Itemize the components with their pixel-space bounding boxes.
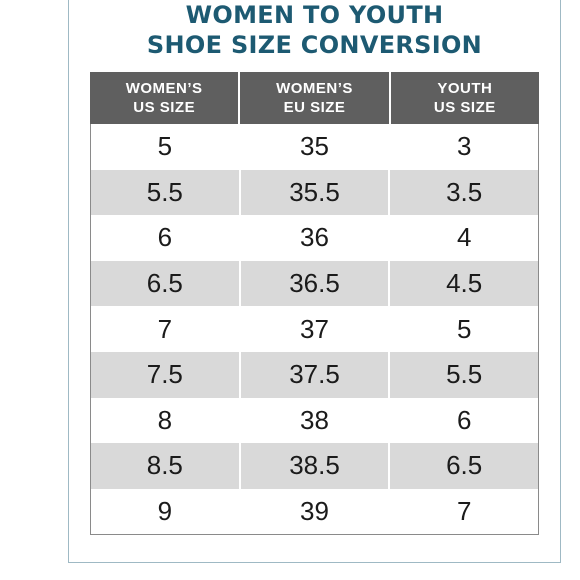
table-cell: 38	[241, 397, 391, 444]
table-cell: 39	[241, 488, 391, 535]
table-cell: 37.5	[241, 351, 391, 398]
table-cell: 5.5	[91, 169, 241, 216]
table-cell: 3	[456, 131, 472, 162]
table-row: 7 37 5	[91, 306, 538, 352]
size-conversion-table: WOMEN’S US SIZE WOMEN’S EU SIZE YOUTH US…	[90, 72, 539, 536]
column-header-line: EU SIZE	[283, 99, 346, 116]
table-cell: 5	[91, 124, 241, 170]
table-cell: 38.5	[241, 443, 391, 489]
table-row: 8.5 38.5 6.5	[91, 443, 538, 489]
column-header-womens-eu: WOMEN’S EU SIZE	[240, 72, 391, 124]
table-cell: 6.5	[91, 260, 241, 307]
column-header-line: US SIZE	[433, 99, 496, 116]
column-header-line: YOUTH	[437, 80, 493, 97]
table-row: 5.5 35.5 3.5	[91, 169, 538, 216]
table-row: 7.5 37.5 5.5	[91, 351, 538, 398]
column-header-womens-us: WOMEN’S US SIZE	[90, 72, 241, 124]
column-header-line: WOMEN’S	[125, 80, 203, 97]
table-cell: 7	[91, 306, 241, 352]
table-cell: 7	[456, 496, 472, 527]
table-cell: 37	[241, 306, 391, 352]
table-cell: 5.5	[446, 359, 483, 390]
table-cell: 36	[241, 215, 391, 261]
table-cell: 9	[91, 488, 241, 535]
table-cell: 4.5	[446, 268, 483, 299]
table-cell: 5	[456, 313, 472, 344]
table-header: WOMEN’S US SIZE WOMEN’S EU SIZE YOUTH US…	[90, 72, 539, 124]
table-cell: 6	[456, 404, 472, 435]
column-header-line: US SIZE	[133, 99, 196, 116]
table-cell: 35.5	[241, 169, 391, 216]
table-cell: 3.5	[446, 176, 483, 207]
table-row: 6.5 36.5 4.5	[91, 260, 538, 307]
table-body: 5 35 3 5.5 35.5 3.5 6 36 4 6.5 36.5 4.5 7 37 5 7.5 37.5 5…	[90, 124, 539, 536]
table-cell: 6	[91, 215, 241, 261]
table-cell: 4	[456, 222, 472, 253]
table-cell: 7.5	[91, 351, 241, 398]
table-cell: 8	[91, 397, 241, 444]
table-row: 6 36 4	[91, 215, 538, 261]
table-cell: 35	[241, 124, 391, 170]
table-cell: 6.5	[446, 450, 483, 481]
title-line-2: SHOE SIZE CONVERSION	[146, 31, 483, 59]
column-header-line: WOMEN’S	[276, 80, 353, 97]
table-row: 9 39 7	[91, 488, 538, 535]
table-row: 5 35 3	[91, 124, 538, 170]
title-line-1: WOMEN TO YOUTH	[185, 1, 444, 29]
table-cell: 36.5	[241, 260, 391, 307]
table-row: 8 38 6	[91, 397, 538, 444]
page-frame	[68, 0, 561, 563]
column-header-youth-us: YOUTH US SIZE	[391, 72, 539, 124]
table-cell: 8.5	[91, 443, 241, 489]
